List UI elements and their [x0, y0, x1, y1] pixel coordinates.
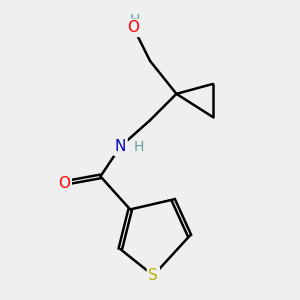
Text: O: O	[58, 176, 70, 190]
Text: N: N	[115, 139, 126, 154]
Text: S: S	[148, 268, 158, 283]
Text: H: H	[130, 13, 140, 27]
Text: H: H	[133, 140, 144, 154]
Text: O: O	[128, 20, 140, 35]
